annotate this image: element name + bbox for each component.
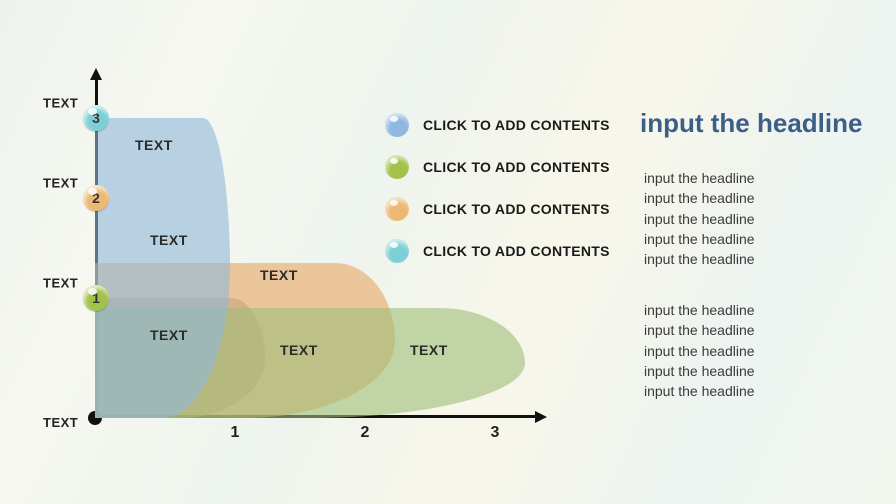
body-line: input the headline — [644, 188, 755, 208]
x-tick-label: 3 — [491, 424, 500, 442]
body-line: input the headline — [644, 320, 755, 340]
region-label: TEXT — [280, 342, 318, 358]
headline-text: input the headline — [640, 108, 862, 139]
legend: CLICK TO ADD CONTENTS CLICK TO ADD CONTEN… — [385, 104, 610, 272]
body-line: input the headline — [644, 229, 755, 249]
y-tick-label: TEXT — [43, 276, 78, 291]
legend-dot-icon — [385, 197, 409, 221]
x-tick-label: 2 — [361, 424, 370, 442]
body-paragraph-1: input the headlineinput the headlineinpu… — [644, 168, 755, 269]
legend-item: CLICK TO ADD CONTENTS — [385, 188, 610, 230]
legend-label: CLICK TO ADD CONTENTS — [423, 201, 610, 217]
x-tick-label: 1 — [231, 424, 240, 442]
axis-marker: 2 — [83, 185, 109, 211]
legend-item: CLICK TO ADD CONTENTS — [385, 146, 610, 188]
body-line: input the headline — [644, 361, 755, 381]
legend-item: CLICK TO ADD CONTENTS — [385, 230, 610, 272]
region-label: TEXT — [410, 342, 448, 358]
legend-label: CLICK TO ADD CONTENTS — [423, 159, 610, 175]
y-axis-arrow-icon — [90, 68, 102, 80]
region-label: TEXT — [150, 232, 188, 248]
legend-dot-icon — [385, 155, 409, 179]
body-line: input the headline — [644, 168, 755, 188]
legend-label: CLICK TO ADD CONTENTS — [423, 243, 610, 259]
legend-dot-icon — [385, 239, 409, 263]
region-label: TEXT — [150, 327, 188, 343]
legend-label: CLICK TO ADD CONTENTS — [423, 117, 610, 133]
legend-dot-icon — [385, 113, 409, 137]
x-axis-arrow-icon — [535, 411, 547, 423]
body-line: input the headline — [644, 209, 755, 229]
body-line: input the headline — [644, 249, 755, 269]
body-line: input the headline — [644, 341, 755, 361]
body-line: input the headline — [644, 381, 755, 401]
y-tick-label: TEXT — [43, 176, 78, 191]
region-label: TEXT — [260, 267, 298, 283]
axis-marker: 3 — [83, 105, 109, 131]
petal-shape — [95, 118, 230, 418]
axis-marker: 1 — [83, 285, 109, 311]
body-line: input the headline — [644, 300, 755, 320]
x-axis-end-label: TEXT — [43, 415, 78, 430]
y-tick-label: TEXT — [43, 96, 78, 111]
body-paragraph-2: input the headlineinput the headlineinpu… — [644, 300, 755, 401]
region-label: TEXT — [135, 137, 173, 153]
legend-item: CLICK TO ADD CONTENTS — [385, 104, 610, 146]
slide-stage: 1 2 3 TEXT TEXT TEXT TEXT 1 2 3 TEXT TEXT TEXT TEXT TE… — [0, 0, 896, 504]
